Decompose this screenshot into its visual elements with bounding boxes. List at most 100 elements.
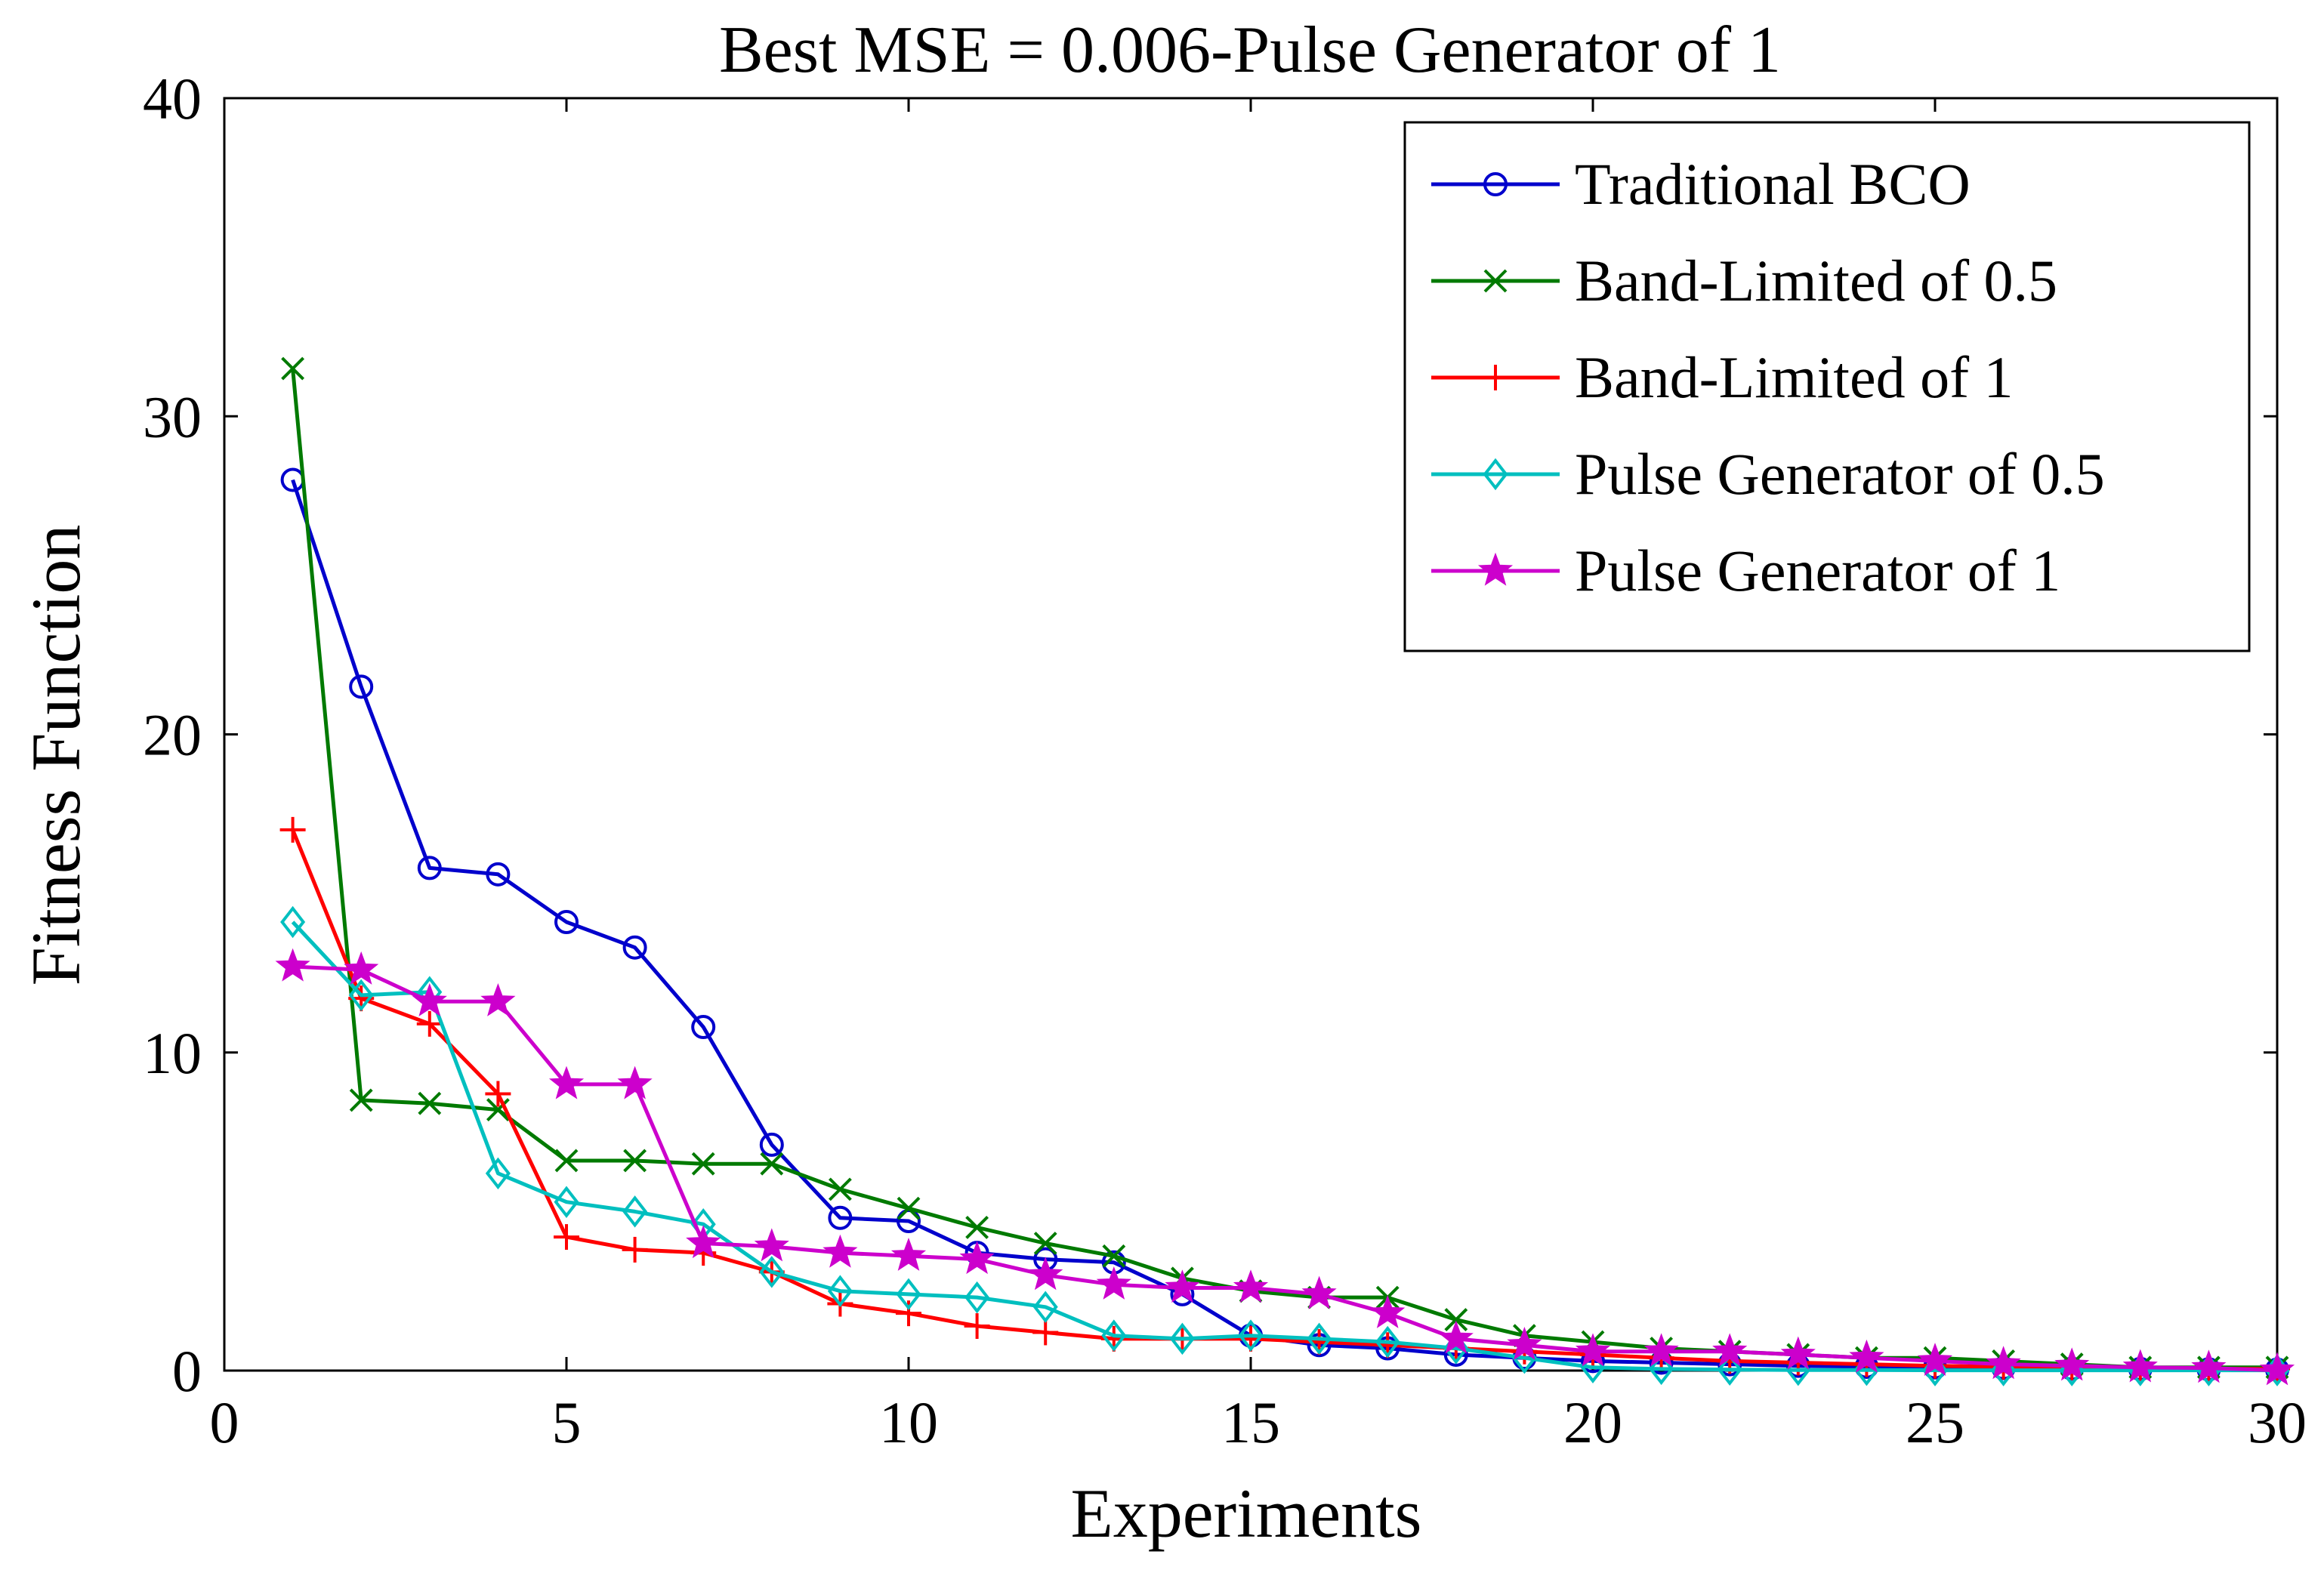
data-point bbox=[1370, 1294, 1406, 1328]
data-point bbox=[480, 982, 516, 1016]
data-point bbox=[1986, 1346, 2021, 1380]
data-point bbox=[417, 856, 442, 880]
data-point bbox=[418, 1091, 442, 1115]
x-axis-label: Experiments bbox=[1071, 1475, 1422, 1552]
y-tick-label: 30 bbox=[143, 384, 202, 449]
y-tick-label: 0 bbox=[172, 1338, 202, 1404]
data-point bbox=[485, 1081, 511, 1107]
data-point bbox=[897, 1196, 921, 1220]
data-point bbox=[280, 905, 306, 939]
data-point bbox=[554, 1186, 579, 1218]
data-point bbox=[1507, 1326, 1542, 1360]
legend-marker bbox=[1483, 365, 1508, 390]
data-point bbox=[416, 1010, 443, 1037]
data-point bbox=[827, 1275, 853, 1307]
data-point bbox=[1102, 1244, 1126, 1268]
data-point bbox=[1780, 1336, 1816, 1370]
data-point bbox=[964, 1313, 990, 1340]
legend-marker bbox=[1477, 552, 1514, 586]
data-point bbox=[2191, 1349, 2227, 1383]
data-point bbox=[828, 1205, 853, 1230]
data-point bbox=[759, 1132, 784, 1157]
data-point bbox=[1033, 1232, 1057, 1255]
x-tick-label: 20 bbox=[1563, 1389, 1622, 1455]
x-tick-label: 15 bbox=[1221, 1389, 1280, 1455]
legend-item: Pulse Generator of 1 bbox=[1431, 538, 2060, 603]
x-tick-label: 10 bbox=[879, 1389, 938, 1455]
data-point bbox=[349, 1088, 373, 1112]
data-point bbox=[1717, 1353, 1742, 1386]
legend-label: Pulse Generator of 0.5 bbox=[1575, 441, 2105, 507]
legend-marker bbox=[1483, 269, 1508, 293]
data-point bbox=[412, 982, 447, 1016]
data-point bbox=[965, 1216, 989, 1239]
series-line bbox=[291, 921, 2277, 1373]
data-point bbox=[554, 1149, 579, 1173]
x-tick-label: 5 bbox=[552, 1389, 582, 1455]
data-point bbox=[622, 1236, 648, 1263]
data-point bbox=[279, 816, 306, 843]
data-point bbox=[1917, 1343, 1953, 1376]
data-point bbox=[760, 1152, 784, 1176]
y-tick-label: 10 bbox=[143, 1020, 202, 1086]
series-line bbox=[291, 828, 2278, 1371]
data-point bbox=[959, 1241, 995, 1275]
legend-item: Band-Limited of 0.5 bbox=[1431, 248, 2057, 313]
data-point bbox=[890, 1237, 927, 1271]
data-point bbox=[344, 951, 379, 985]
data-point bbox=[2259, 1352, 2295, 1386]
data-point bbox=[896, 1300, 921, 1327]
data-point bbox=[554, 910, 579, 935]
data-point bbox=[1649, 1352, 1674, 1386]
data-point bbox=[1032, 1319, 1059, 1346]
legend-item: Band-Limited of 1 bbox=[1431, 344, 2014, 410]
legend-marker bbox=[1483, 458, 1508, 491]
data-point bbox=[486, 1098, 510, 1121]
series-line bbox=[292, 964, 2278, 1373]
data-point bbox=[486, 862, 511, 887]
y-tick-label: 40 bbox=[143, 66, 202, 131]
data-point bbox=[1444, 1308, 1468, 1332]
data-point bbox=[2054, 1347, 2090, 1381]
data-point bbox=[1712, 1333, 1748, 1367]
data-point bbox=[622, 1195, 648, 1228]
data-point bbox=[1028, 1257, 1063, 1291]
data-point bbox=[1438, 1320, 1474, 1354]
chart-title: Best MSE = 0.006-Pulse Generator of 1 bbox=[719, 14, 1781, 87]
data-point bbox=[348, 979, 374, 1012]
data-point bbox=[485, 1157, 511, 1190]
legend-label: Pulse Generator of 1 bbox=[1575, 538, 2060, 603]
legend-label: Band-Limited of 0.5 bbox=[1575, 248, 2057, 313]
data-point bbox=[2122, 1349, 2158, 1383]
data-point bbox=[897, 1209, 921, 1234]
data-point bbox=[1307, 1322, 1332, 1355]
data-point bbox=[1165, 1269, 1200, 1303]
data-point bbox=[964, 1281, 990, 1314]
data-point bbox=[1849, 1339, 1884, 1373]
data-point bbox=[828, 1177, 852, 1201]
data-point bbox=[1301, 1275, 1337, 1309]
data-point bbox=[759, 1256, 785, 1288]
data-point bbox=[617, 1066, 653, 1099]
series-band-limited-of-1 bbox=[279, 816, 2290, 1382]
legend-box bbox=[1403, 121, 2251, 652]
series-pulse-generator-of-0-5 bbox=[280, 905, 2290, 1386]
x-tick-label: 30 bbox=[2248, 1389, 2307, 1455]
data-point bbox=[1096, 1266, 1131, 1300]
y-tick-label: 20 bbox=[143, 702, 202, 768]
data-point bbox=[623, 1149, 647, 1173]
legend-item: Traditional BCO bbox=[1431, 151, 1971, 217]
data-point bbox=[896, 1278, 921, 1311]
data-point bbox=[1375, 1325, 1400, 1358]
data-point bbox=[1238, 1319, 1264, 1352]
legend-label: Traditional BCO bbox=[1575, 151, 1971, 217]
data-point bbox=[1643, 1333, 1679, 1367]
legend-label: Band-Limited of 1 bbox=[1575, 344, 2014, 410]
series-pulse-generator-of-1 bbox=[275, 948, 2295, 1386]
data-point bbox=[349, 674, 374, 699]
data-point bbox=[622, 935, 647, 960]
data-point bbox=[1575, 1333, 1611, 1367]
data-point bbox=[823, 1234, 858, 1268]
x-tick-label: 0 bbox=[210, 1389, 239, 1455]
